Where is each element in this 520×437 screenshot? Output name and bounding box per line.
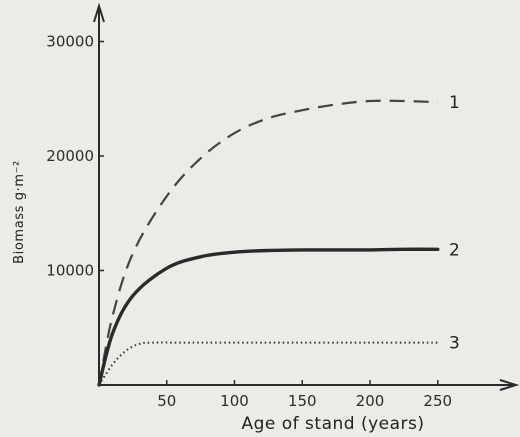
x-tick-label: 150 [288, 392, 317, 410]
x-axis-label: Age of stand (years) [241, 414, 424, 434]
y-axis-label: Biomass g·m⁻² [12, 160, 27, 264]
x-tick-label: 50 [157, 392, 176, 410]
x-tick-label: 250 [423, 392, 452, 410]
y-tick-label: 20000 [46, 147, 94, 165]
y-tick-label: 30000 [46, 33, 94, 51]
y-tick-label: 10000 [46, 262, 94, 280]
x-axis-arrow [499, 379, 520, 391]
series-label-1: 1 [449, 93, 460, 113]
series-label-2: 2 [449, 240, 460, 260]
series-line-3 [98, 341, 438, 386]
y-ticks: 10000 20000 30000 [46, 33, 104, 280]
axes [93, 2, 520, 391]
series-labels: 1 2 3 [449, 93, 460, 353]
series-lines [97, 99, 440, 387]
x-ticks: 50 100 150 200 250 [157, 380, 452, 410]
x-tick-label: 100 [220, 392, 249, 410]
y-axis-arrow [93, 2, 105, 23]
series-label-3: 3 [449, 334, 460, 354]
series-line-2 [97, 247, 440, 387]
series-line-1 [97, 99, 438, 386]
x-tick-label: 200 [356, 392, 385, 410]
